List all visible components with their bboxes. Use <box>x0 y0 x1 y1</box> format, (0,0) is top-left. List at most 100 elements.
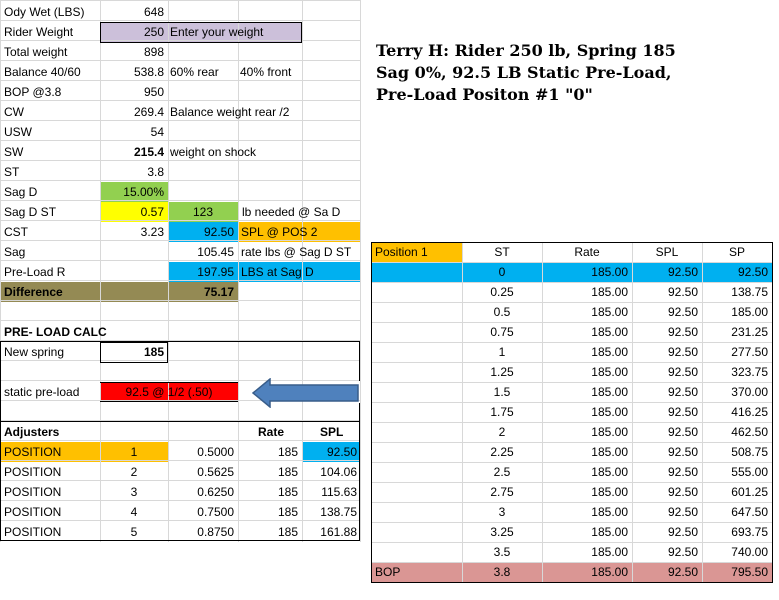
position-value[interactable]: 0.5000 <box>197 445 234 459</box>
table-cell[interactable]: 92.50 <box>667 545 698 559</box>
table-cell[interactable]: 277.50 <box>731 345 768 359</box>
table-cell[interactable]: 92.50 <box>667 485 698 499</box>
row-value-2[interactable]: 92.50 <box>203 225 234 239</box>
row-value[interactable]: 269.4 <box>133 105 164 119</box>
table-cell[interactable]: 647.50 <box>731 505 768 519</box>
table-cell[interactable]: 92.50 <box>667 465 698 479</box>
table-cell[interactable]: 2 <box>498 425 506 439</box>
new-spring-input[interactable]: 185 <box>143 345 164 359</box>
row-value[interactable]: 3.8 <box>147 165 164 179</box>
table-cell[interactable]: 3.8 <box>493 565 511 579</box>
position-number[interactable]: 5 <box>130 525 138 539</box>
table-cell[interactable]: 185.00 <box>591 305 628 319</box>
position-spl[interactable]: 115.63 <box>321 485 357 499</box>
row-value[interactable]: 15.00% <box>123 185 164 199</box>
table-cell[interactable]: 185.00 <box>591 325 628 339</box>
position-spl[interactable]: 161.88 <box>320 525 357 539</box>
table-cell[interactable]: 0 <box>498 265 506 279</box>
table-cell[interactable]: 185.00 <box>591 545 628 559</box>
table-cell[interactable]: 740.00 <box>731 545 768 559</box>
table-cell[interactable]: 138.75 <box>731 285 768 299</box>
position-number[interactable]: 4 <box>130 505 138 519</box>
table-cell[interactable]: 185.00 <box>591 465 628 479</box>
row-value[interactable]: 898 <box>143 45 164 59</box>
table-cell[interactable]: 1.25 <box>490 365 514 379</box>
table-cell[interactable]: 92.50 <box>737 265 768 279</box>
table-cell[interactable]: 185.00 <box>731 305 768 319</box>
table-cell[interactable]: 92.50 <box>667 525 698 539</box>
row-value-2[interactable]: 123 <box>192 205 214 219</box>
table-cell[interactable]: 185.00 <box>591 425 628 439</box>
table-cell[interactable]: 185.00 <box>591 345 628 359</box>
table-cell[interactable]: 2.25 <box>490 445 514 459</box>
table-cell[interactable]: 185.00 <box>591 565 628 579</box>
position-spl[interactable]: 92.50 <box>326 445 357 459</box>
position-value[interactable]: 0.7500 <box>197 505 234 519</box>
row-value[interactable]: 538.8 <box>133 65 164 79</box>
table-cell[interactable]: 185.00 <box>591 265 628 279</box>
table-cell[interactable]: 462.50 <box>731 425 768 439</box>
position-rate[interactable]: 185 <box>277 525 298 539</box>
table-cell[interactable]: 795.50 <box>731 565 768 579</box>
table-cell[interactable]: 1 <box>498 345 506 359</box>
table-cell[interactable]: 3 <box>498 505 506 519</box>
rider-weight-input[interactable]: 250 <box>143 25 164 39</box>
table-cell[interactable]: 3.5 <box>493 545 511 559</box>
position-value[interactable]: 0.8750 <box>197 525 234 539</box>
row-value[interactable]: 215.4 <box>133 145 164 159</box>
position-number[interactable]: 3 <box>130 485 138 499</box>
table-cell[interactable]: 185.00 <box>591 445 628 459</box>
table-cell[interactable]: 0.75 <box>490 325 514 339</box>
position-spl[interactable]: 138.75 <box>320 505 357 519</box>
table-cell[interactable]: 1.5 <box>493 385 511 399</box>
table-cell[interactable]: 370.00 <box>731 385 768 399</box>
table-cell[interactable]: 185.00 <box>591 365 628 379</box>
row-value-2[interactable]: 197.95 <box>197 265 234 279</box>
table-cell[interactable]: 92.50 <box>667 345 698 359</box>
position-spl[interactable]: 104.06 <box>320 465 357 479</box>
table-cell[interactable]: 92.50 <box>667 285 698 299</box>
row-value-2[interactable]: 105.45 <box>197 245 234 259</box>
table-cell[interactable]: 185.00 <box>591 525 628 539</box>
position-number[interactable]: 2 <box>130 465 138 479</box>
static-preload-value[interactable]: 92.5 @ 1/2 (.50) <box>125 385 213 399</box>
table-cell[interactable]: 555.00 <box>731 465 768 479</box>
row-value[interactable]: 3.23 <box>140 225 164 239</box>
position-value[interactable]: 0.6250 <box>197 485 234 499</box>
table-cell[interactable]: 2.5 <box>493 465 511 479</box>
table-cell[interactable]: 92.50 <box>667 405 698 419</box>
position-value[interactable]: 0.5625 <box>197 465 234 479</box>
table-cell[interactable]: 92.50 <box>667 385 698 399</box>
table-cell[interactable]: 92.50 <box>667 305 698 319</box>
table-cell[interactable]: 92.50 <box>667 265 698 279</box>
table-cell[interactable]: 92.50 <box>667 505 698 519</box>
table-cell[interactable]: 0.5 <box>493 305 511 319</box>
table-cell[interactable]: 231.25 <box>731 325 768 339</box>
table-cell[interactable]: 92.50 <box>667 365 698 379</box>
position-rate[interactable]: 185 <box>277 445 298 459</box>
table-cell[interactable]: 92.50 <box>667 325 698 339</box>
table-cell[interactable]: 508.75 <box>731 445 768 459</box>
difference-value[interactable]: 75.17 <box>203 285 234 299</box>
position-rate[interactable]: 185 <box>277 465 298 479</box>
table-cell[interactable]: 185.00 <box>591 385 628 399</box>
row-value[interactable]: 0.57 <box>140 205 164 219</box>
position-rate[interactable]: 185 <box>277 505 298 519</box>
row-value[interactable]: 950 <box>143 85 164 99</box>
table-cell[interactable]: 92.50 <box>667 565 698 579</box>
position-rate[interactable]: 185 <box>277 485 298 499</box>
row-value[interactable]: 648 <box>143 5 164 19</box>
table-cell[interactable]: 92.50 <box>667 425 698 439</box>
table-cell[interactable]: 601.25 <box>731 485 768 499</box>
table-cell[interactable]: 323.75 <box>731 365 768 379</box>
table-cell[interactable]: 2.75 <box>490 485 514 499</box>
table-cell[interactable]: 3.25 <box>490 525 514 539</box>
table-cell[interactable]: 0.25 <box>490 285 514 299</box>
table-cell[interactable]: 92.50 <box>667 445 698 459</box>
row-value[interactable]: 54 <box>150 125 164 139</box>
table-cell[interactable]: 1.75 <box>490 405 514 419</box>
table-cell[interactable]: 693.75 <box>731 525 768 539</box>
table-cell[interactable]: 185.00 <box>591 405 628 419</box>
position-number[interactable]: 1 <box>130 445 138 459</box>
table-cell[interactable]: 185.00 <box>591 285 628 299</box>
